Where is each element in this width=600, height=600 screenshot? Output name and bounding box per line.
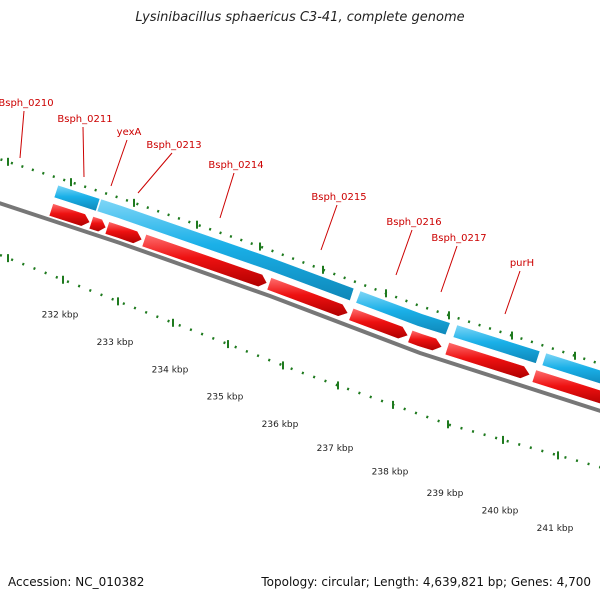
kbp-label: 236 kbp [262, 420, 299, 430]
gene-label: Bsph_0211 [57, 114, 112, 125]
forward-gene [53, 184, 101, 212]
kbp-label: 232 kbp [42, 310, 79, 320]
kbp-label: 237 kbp [317, 444, 354, 454]
forward-gene [355, 290, 451, 336]
reverse-gene [48, 203, 91, 227]
gene-label: Bsph_0217 [431, 233, 486, 244]
gene-leader-line [395, 229, 413, 276]
reverse-gene [531, 369, 600, 404]
gene-leader-line [440, 245, 458, 293]
gene-leader-line [504, 270, 521, 315]
gene-label: Bsph_0210 [0, 98, 54, 109]
forward-gene [96, 198, 355, 302]
gene-label: purH [510, 258, 534, 269]
kbp-label: 235 kbp [207, 393, 244, 403]
reverse-gene [88, 216, 107, 233]
reverse-gene [104, 221, 143, 244]
gene-label: yexA [117, 127, 142, 138]
gene-label: Bsph_0216 [386, 217, 441, 228]
gene-label: Bsph_0215 [311, 192, 366, 203]
gene-leader-line [320, 204, 338, 251]
gene-leader-line [137, 152, 173, 194]
gene-label: Bsph_0213 [146, 140, 201, 151]
reverse-gene [348, 307, 409, 340]
kbp-label: 238 kbp [372, 468, 409, 478]
map-title: Lysinibacillus sphaericus C3-41, complet… [135, 10, 465, 25]
forward-gene [541, 352, 600, 384]
kbp-label: 241 kbp [537, 524, 574, 534]
kbp-label: 240 kbp [482, 507, 519, 517]
kbp-label: 233 kbp [97, 338, 134, 348]
gene-leader-line [110, 139, 128, 187]
forward-gene [452, 324, 541, 364]
reverse-gene [266, 277, 349, 317]
reverse-gene [407, 329, 443, 352]
kbp-label: 239 kbp [427, 489, 464, 499]
gene-leader-line [19, 110, 25, 159]
gene-leader-line [219, 172, 235, 219]
backbone-line [0, 201, 600, 413]
gene-label: Bsph_0214 [208, 160, 263, 171]
reverse-gene [444, 341, 531, 379]
accession-text: Accession: NC_010382 [8, 575, 145, 589]
gene-leader-line [82, 126, 85, 178]
reverse-gene [141, 233, 268, 288]
kbp-label: 234 kbp [152, 365, 189, 375]
genome-summary-text: Topology: circular; Length: 4,639,821 bp… [261, 575, 591, 589]
